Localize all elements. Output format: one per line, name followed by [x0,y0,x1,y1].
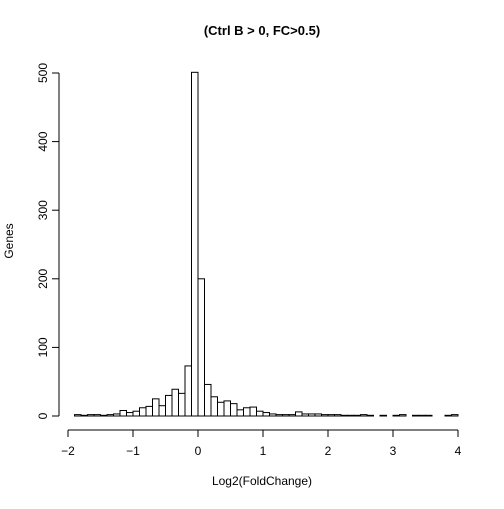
histogram-bar [217,401,225,417]
histogram-bar [152,398,160,417]
histogram-bar [204,383,212,417]
histogram-bar [113,413,121,417]
histogram-bar [451,414,459,417]
histogram-bar [126,412,134,417]
x-tick-label: −1 [126,444,140,458]
histogram-bar [223,400,231,417]
histogram-bar [165,394,173,417]
x-axis-label: Log2(FoldChange) [212,474,312,488]
histogram-bar [80,414,88,417]
histogram-bar [360,414,368,417]
histogram-bar [210,396,218,417]
histogram-bar [171,388,179,417]
histogram-bar [262,412,270,417]
histogram-bar [178,392,186,417]
x-tick-label: −2 [61,444,75,458]
histogram-bar [412,414,420,417]
x-tick-label: 0 [195,444,202,458]
histogram-bar [230,403,238,417]
histogram-bar [340,414,348,417]
histogram-bar [74,414,82,417]
histogram-bar [145,405,153,417]
x-tick-label: 2 [325,444,332,458]
histogram-bar [93,414,101,417]
histogram-bar [132,410,140,417]
histogram-bar [87,414,95,417]
y-axis-label: Genes [2,223,16,258]
histogram-bar [314,413,322,417]
histogram-bar [236,409,244,417]
y-tick-label: 0 [36,412,50,419]
y-tick-label: 200 [36,268,50,288]
histogram-bar [282,414,290,417]
histogram-bar [321,414,329,417]
x-tick-label: 1 [260,444,267,458]
y-tick-label: 400 [36,131,50,151]
y-tick-label: 300 [36,200,50,220]
x-tick-label: 4 [455,444,462,458]
histogram-bar [392,414,400,417]
histogram-bar [327,414,335,417]
histogram-bar [295,411,303,417]
histogram-bar [418,414,426,417]
histogram-bar [243,407,251,417]
x-tick-label: 3 [390,444,397,458]
histogram-bar [308,413,316,417]
histogram-bar [256,410,264,417]
histogram-bar [288,414,296,417]
histogram-bar [353,414,361,417]
histogram-bar [334,414,342,417]
histogram-bar [301,413,309,417]
x-axis: −2 −1 0 1 2 3 4 [61,429,462,458]
y-axis: 0 100 200 300 400 500 [36,63,60,419]
y-tick-label: 100 [36,337,50,357]
chart-title: (Ctrl B > 0, FC>0.5) [204,23,320,38]
histogram-bar [197,278,205,417]
histogram-bar [158,405,166,417]
histogram-bar [379,414,387,417]
histogram-bar [119,410,127,417]
histogram-bar [425,414,433,417]
histogram-bar [366,414,374,417]
histogram-bar [249,406,257,417]
histogram-bar [106,414,114,417]
histogram-bar [347,414,355,417]
histogram-bar [275,414,283,417]
histogram-bar [100,414,108,417]
histogram-bar [269,413,277,417]
y-tick-label: 500 [36,63,50,83]
histogram-bar [184,365,192,417]
bars-group [74,71,459,417]
histogram-bar [399,414,407,417]
histogram-bar [139,407,147,417]
histogram-bar [191,71,199,417]
histogram-bar [444,414,452,417]
